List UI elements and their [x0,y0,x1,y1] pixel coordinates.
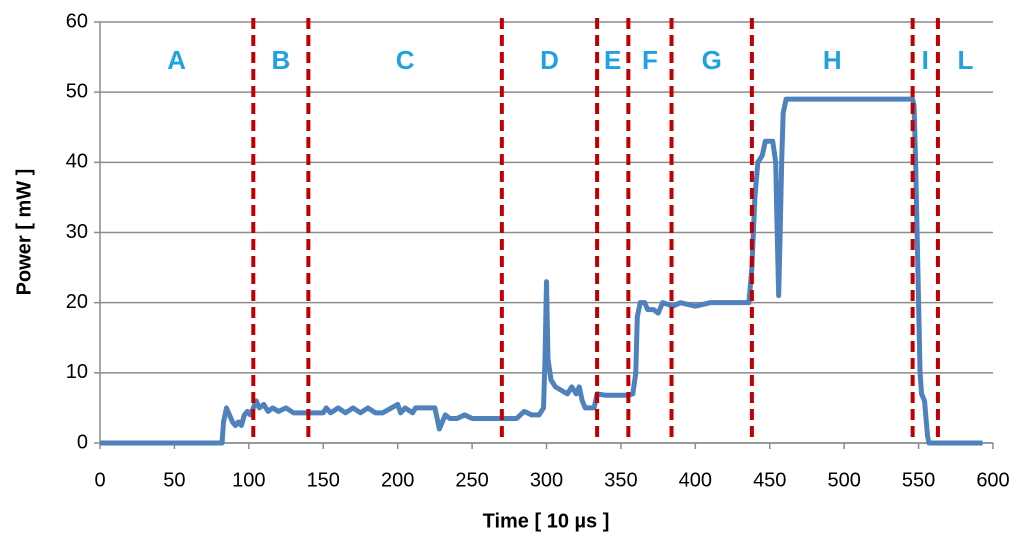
x-tick-label: 300 [530,469,563,491]
x-tick-label: 150 [307,469,340,491]
x-tick-label: 50 [163,469,185,491]
data-line [100,96,983,446]
x-tick-label: 600 [976,469,1009,491]
x-tick-label: 100 [232,469,265,491]
x-tick-label: 400 [679,469,712,491]
y-tick-label: 60 [66,10,88,32]
region-label: I [922,45,929,75]
region-label: G [702,45,722,75]
x-tick-label: 500 [827,469,860,491]
region-label: E [604,45,621,75]
y-tick-label: 10 [66,361,88,383]
x-tick-label: 450 [753,469,786,491]
y-tick-label: 50 [66,80,88,102]
x-tick-label: 0 [94,469,105,491]
y-axis-label: Power [ mW ] [13,169,35,296]
region-label: A [167,45,186,75]
region-label: B [271,45,290,75]
x-axis-label: Time [ 10 µs ] [483,510,610,532]
region-label: D [540,45,559,75]
y-tick-label: 40 [66,151,88,173]
y-tick-label: 0 [77,431,88,453]
region-label: L [958,45,974,75]
y-tick-label: 30 [66,221,88,243]
x-tick-label: 350 [604,469,637,491]
region-label: C [396,45,415,75]
x-tick-label: 550 [902,469,935,491]
region-label: H [823,45,842,75]
region-label: F [642,45,658,75]
y-tick-label: 20 [66,291,88,313]
x-tick-label: 200 [381,469,414,491]
x-tick-label: 250 [455,469,488,491]
